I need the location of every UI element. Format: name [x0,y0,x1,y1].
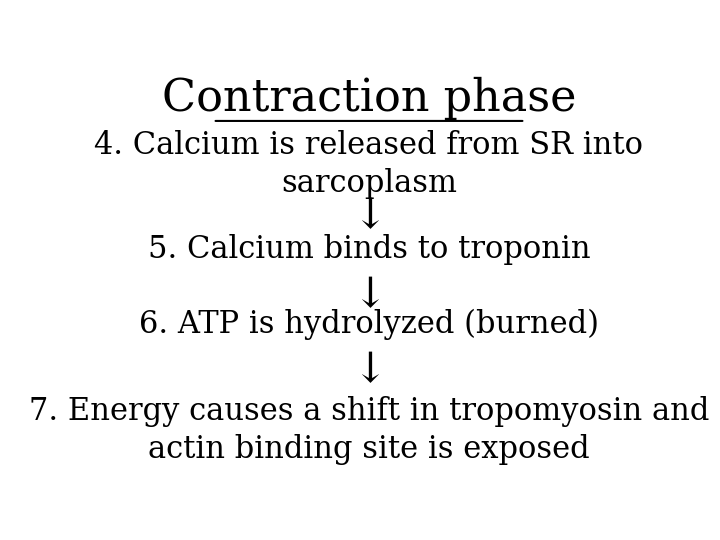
Text: Contraction phase: Contraction phase [162,77,576,120]
Text: 5. Calcium binds to troponin: 5. Calcium binds to troponin [148,234,590,265]
Text: 7. Energy causes a shift in tropomyosin and
actin binding site is exposed: 7. Energy causes a shift in tropomyosin … [29,396,709,465]
Text: ↓: ↓ [351,349,387,392]
Text: ↓: ↓ [351,274,387,316]
Text: ↓: ↓ [351,195,387,238]
Text: 4. Calcium is released from SR into
sarcoplasm: 4. Calcium is released from SR into sarc… [94,130,644,199]
Text: 6. ATP is hydrolyzed (burned): 6. ATP is hydrolyzed (burned) [139,309,599,340]
